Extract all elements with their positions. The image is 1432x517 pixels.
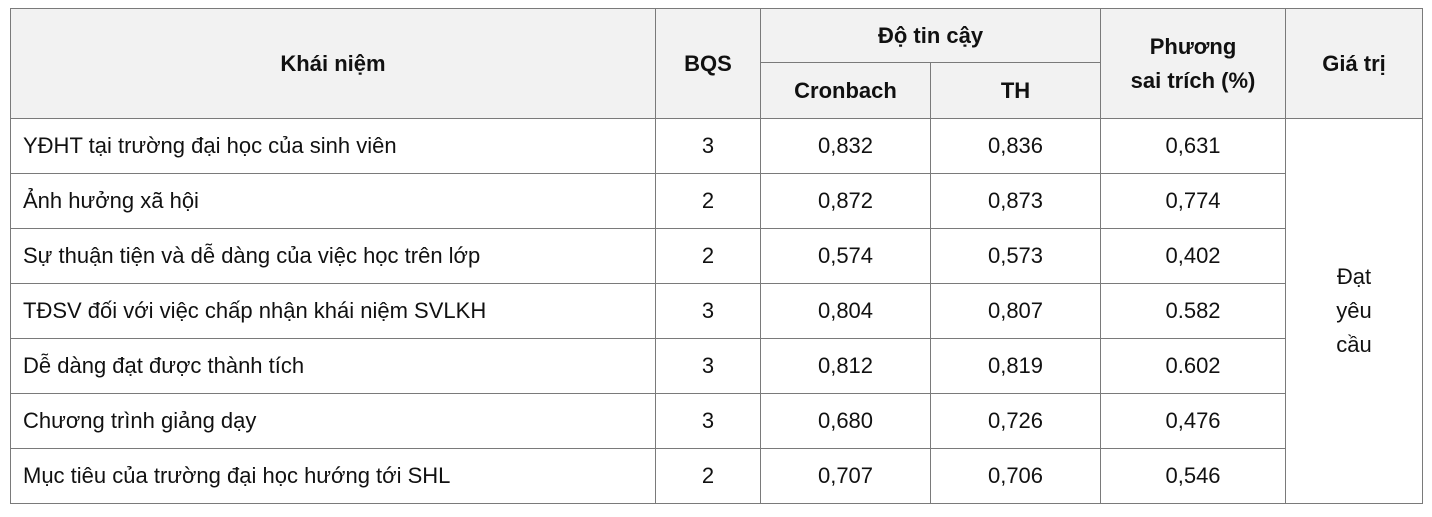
table-cell: 0,574 (760, 228, 931, 284)
table-cell: 0,819 (929, 338, 1102, 394)
table-cell: 0.602 (1100, 338, 1287, 394)
table-row: Sự thuận tiện và dễ dàng của việc học tr… (10, 228, 1423, 284)
table-cell: 0,872 (760, 173, 931, 229)
table-row: Dễ dàng đạt được thành tích 3 0,812 0,819 0.… (10, 338, 1423, 394)
table-cell: 0,774 (1100, 173, 1287, 229)
header-cell: BQS (655, 8, 761, 119)
header-cell: TH (929, 62, 1102, 119)
table-cell: YĐHT tại trường đại học của sinh viên (10, 118, 656, 174)
table-cell: Mục tiêu của trường đại học hướng tới SH… (10, 448, 656, 504)
table-cell: Ảnh hưởng xã hội (10, 173, 656, 229)
table-body: YĐHT tại trường đại học của sinh viên 3 0,… (10, 118, 1424, 504)
verdict-cell: Đạt yêu cầu (1285, 118, 1424, 504)
table-cell: 0,631 (1100, 118, 1287, 174)
verdict-line: cầu (1336, 332, 1372, 357)
table-cell: 0.582 (1100, 283, 1287, 339)
table-cell: 0,706 (929, 448, 1102, 504)
table-cell: 0,804 (760, 283, 931, 339)
header-cell: Giá trị (1285, 8, 1424, 119)
table-cell: 3 (655, 393, 761, 449)
table-header: Khái niệm BQS Độ tin cậy Phương sai tríc… (10, 8, 1424, 119)
table-cell: 2 (655, 448, 761, 504)
table-cell: 0,807 (929, 283, 1102, 339)
table-cell: 0,402 (1100, 228, 1287, 284)
table-row: Chương trình giảng dạy 3 0,680 0,726 0,476 (10, 393, 1423, 449)
table-cell: 0,680 (760, 393, 931, 449)
table-cell: 0,836 (929, 118, 1102, 174)
table-cell: 3 (655, 118, 761, 174)
table-row: Ảnh hưởng xã hội 2 0,872 0,873 0,774 (10, 173, 1423, 229)
table-cell: Sự thuận tiện và dễ dàng của việc học tr… (10, 228, 656, 284)
table-cell: 2 (655, 228, 761, 284)
table-row: YĐHT tại trường đại học của sinh viên 3 0,… (10, 118, 1424, 504)
table-cell: 2 (655, 173, 761, 229)
table-cell: 0,873 (929, 173, 1102, 229)
table-row: TĐSV đối với việc chấp nhận khái niệm SV… (10, 283, 1423, 339)
table-cell: 0,832 (760, 118, 931, 174)
table-cell: 0,707 (760, 448, 931, 504)
table-cell: TĐSV đối với việc chấp nhận khái niệm SV… (10, 283, 656, 339)
verdict-line: yêu (1336, 298, 1372, 323)
table-cell: 3 (655, 338, 761, 394)
verdict-line: Đạt (1336, 264, 1372, 289)
table-cell: 0,476 (1100, 393, 1287, 449)
table-cell: 3 (655, 283, 761, 339)
table-cell: Chương trình giảng dạy (10, 393, 656, 449)
header-cell: Cronbach (760, 62, 931, 119)
table-cell: 0,812 (760, 338, 931, 394)
header-line: Phương (1149, 33, 1237, 59)
header-cell: Khái niệm (10, 8, 656, 119)
header-line: sai trích (%) (1130, 67, 1256, 93)
table-cell: 0,573 (929, 228, 1102, 284)
table-cell: Dễ dàng đạt được thành tích (10, 338, 656, 394)
table-row: Mục tiêu của trường đại học hướng tới SH… (10, 448, 1423, 504)
reliability-table: Khái niệm BQS Độ tin cậy Phương sai tríc… (10, 8, 1424, 504)
header-cell: Phương sai trích (%) (1100, 8, 1287, 119)
table-cell: 0,726 (929, 393, 1102, 449)
header-cell: Độ tin cậy (759, 8, 1102, 63)
table-cell: 0,546 (1100, 448, 1287, 504)
